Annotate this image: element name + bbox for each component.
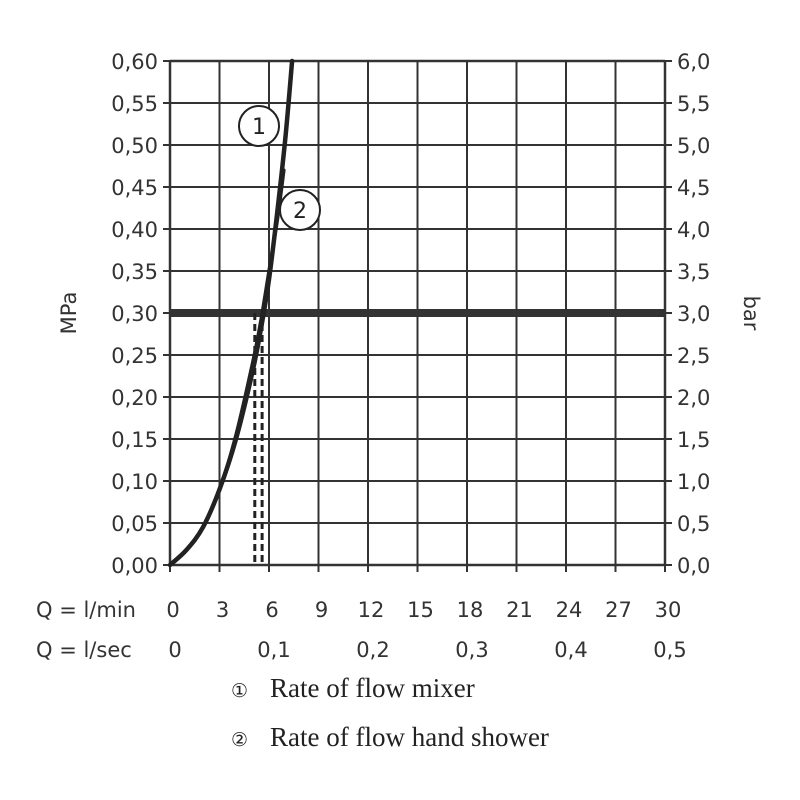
x-row2-tick-label: 0,1 bbox=[257, 638, 290, 662]
legend-marker-2: ② bbox=[231, 729, 248, 751]
tick-labels: 0,000,050,100,150,200,250,300,350,400,45… bbox=[111, 50, 710, 662]
y-left-tick-label: 0,60 bbox=[111, 50, 158, 74]
x-row1-tick-label: 3 bbox=[216, 598, 229, 622]
legend-item-hand-shower: ② Rate of flow hand shower bbox=[231, 722, 549, 752]
y-right-tick-label: 3,0 bbox=[677, 302, 710, 326]
series-marker-label: 1 bbox=[252, 115, 266, 140]
y-left-tick-label: 0,30 bbox=[111, 302, 158, 326]
y-right-tick-label: 4,0 bbox=[677, 218, 710, 242]
y-left-tick-label: 0,55 bbox=[111, 92, 158, 116]
x-row1-tick-label: 15 bbox=[407, 598, 434, 622]
y-left-tick-label: 0,45 bbox=[111, 176, 158, 200]
y-left-tick-label: 0,15 bbox=[111, 428, 158, 452]
legend-label-hand-shower: Rate of flow hand shower bbox=[270, 722, 549, 752]
y-right-tick-label: 2,5 bbox=[677, 344, 710, 368]
series-line-2 bbox=[168, 168, 286, 567]
y-right-tick-label: 3,5 bbox=[677, 260, 710, 284]
x-row1-tick-label: 6 bbox=[265, 598, 278, 622]
y-left-tick-label: 0,40 bbox=[111, 218, 158, 242]
x-row2-tick-label: 0 bbox=[168, 638, 181, 662]
legend-item-mixer: ① Rate of flow mixer bbox=[231, 673, 475, 703]
x-row1-tick-label: 9 bbox=[315, 598, 328, 622]
y-right-tick-label: 0,5 bbox=[677, 512, 710, 536]
x-row1-tick-label: 30 bbox=[655, 598, 682, 622]
y-right-axis-title: bar bbox=[739, 296, 763, 331]
y-left-axis-title: MPa bbox=[57, 292, 81, 335]
y-left-tick-label: 0,35 bbox=[111, 260, 158, 284]
y-left-tick-label: 0,00 bbox=[111, 554, 158, 578]
curves: 12 bbox=[167, 58, 665, 568]
y-left-tick-label: 0,05 bbox=[111, 512, 158, 536]
y-right-tick-label: 6,0 bbox=[677, 50, 710, 74]
y-right-tick-label: 1,5 bbox=[677, 428, 710, 452]
x-row1-tick-label: 21 bbox=[506, 598, 533, 622]
x-row2-tick-label: 0,5 bbox=[653, 638, 686, 662]
y-right-tick-label: 0,0 bbox=[677, 554, 710, 578]
y-right-tick-label: 5,0 bbox=[677, 134, 710, 158]
x-row2-label: Q = l/sec bbox=[36, 638, 132, 662]
x-row2-tick-label: 0,2 bbox=[356, 638, 389, 662]
x-row1-tick-label: 18 bbox=[457, 598, 484, 622]
legend: ① Rate of flow mixer ② Rate of flow hand… bbox=[231, 673, 549, 752]
y-left-tick-label: 0,10 bbox=[111, 470, 158, 494]
legend-label-mixer: Rate of flow mixer bbox=[270, 673, 475, 703]
series-marker-circle bbox=[238, 105, 280, 147]
x-row1-label: Q = l/min bbox=[36, 598, 136, 622]
y-left-tick-label: 0,20 bbox=[111, 386, 158, 410]
x-row1-tick-label: 12 bbox=[358, 598, 385, 622]
series-marker-label: 2 bbox=[293, 199, 307, 224]
x-row1-tick-label: 24 bbox=[556, 598, 583, 622]
x-row2-tick-label: 0,4 bbox=[554, 638, 587, 662]
y-right-tick-label: 5,5 bbox=[677, 92, 710, 116]
y-right-tick-label: 2,0 bbox=[677, 386, 710, 410]
legend-marker-1: ① bbox=[231, 680, 248, 702]
x-row2-tick-label: 0,3 bbox=[455, 638, 488, 662]
y-right-tick-label: 1,0 bbox=[677, 470, 710, 494]
y-left-tick-label: 0,25 bbox=[111, 344, 158, 368]
y-left-tick-label: 0,50 bbox=[111, 134, 158, 158]
x-row1-tick-label: 0 bbox=[166, 598, 179, 622]
series-marker-circle bbox=[279, 189, 321, 231]
y-right-tick-label: 4,5 bbox=[677, 176, 710, 200]
x-row1-tick-label: 27 bbox=[605, 598, 632, 622]
